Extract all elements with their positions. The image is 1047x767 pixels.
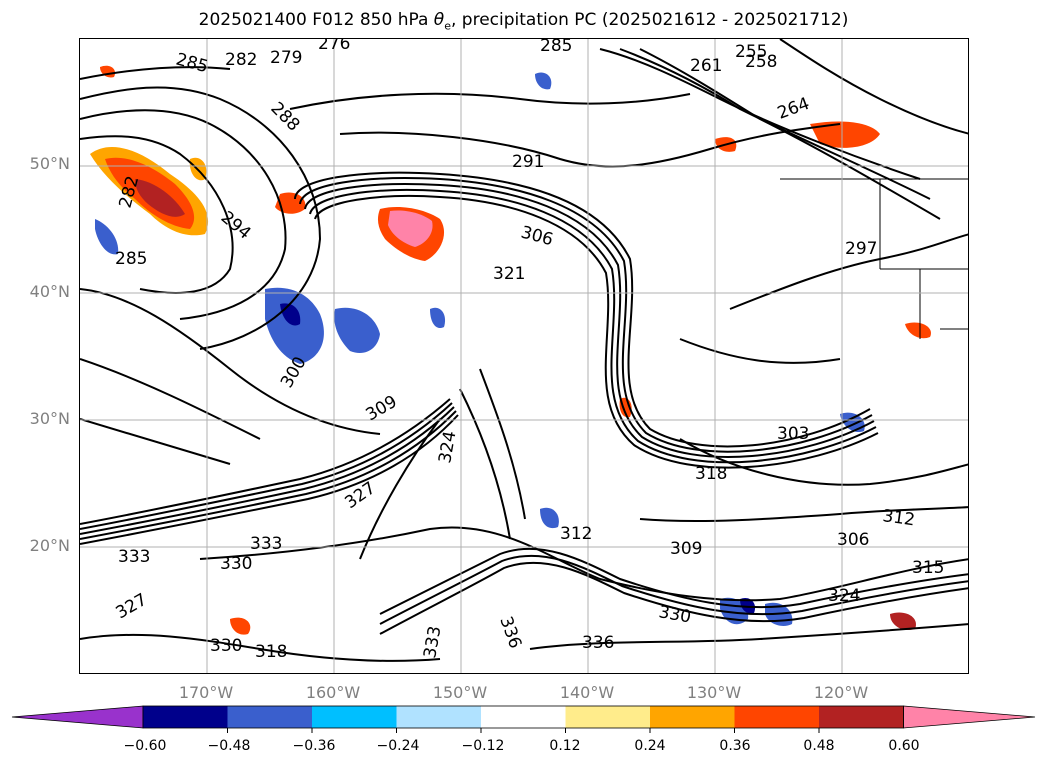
contour-label: 264 (775, 94, 812, 124)
contour-label: 318 (255, 642, 287, 662)
contour-label: 327 (341, 478, 379, 513)
lon-label: 150°W (432, 683, 488, 702)
contour-label: 285 (115, 249, 147, 269)
contour-label: 330 (210, 636, 242, 656)
colorbar-segment (143, 706, 228, 728)
map-panel[interactable]: 285 282 279 276 285 255 261 258 264 291 … (79, 38, 969, 674)
contour-label: 306 (837, 530, 869, 550)
colorbar-segment (734, 706, 819, 728)
contour-label: 255 (735, 42, 767, 62)
contour-label: 303 (777, 424, 809, 444)
contour-label: 288 (266, 98, 303, 135)
contour-label: 258 (745, 52, 777, 72)
precipitation-shading (90, 65, 931, 635)
colorbar-extend-max (903, 705, 1036, 729)
colorbar-tick: −0.36 (292, 738, 336, 754)
colorbar-outline (142, 705, 904, 729)
colorbar-segment (481, 706, 566, 728)
contour-label: 276 (318, 39, 350, 54)
contour-label: 285 (540, 39, 572, 56)
colorbar-tick: −0.12 (461, 738, 505, 754)
lat-label: 40°N (29, 282, 70, 301)
contour-label: 333 (250, 534, 282, 554)
colorbar-tick: 0.24 (634, 738, 666, 754)
colorbar-tick: 0.48 (803, 738, 835, 754)
contour-label: 312 (881, 506, 916, 530)
contour-label: 324 (435, 429, 460, 464)
colorbar-tick: 0.36 (719, 738, 751, 754)
map-canvas: 285 282 279 276 285 255 261 258 264 291 … (80, 39, 968, 673)
lat-label: 30°N (29, 409, 70, 428)
chart-title: 2025021400 F012 850 hPa θe, precipitatio… (198, 10, 849, 33)
colorbar (11, 705, 1036, 733)
contour-label: 294 (217, 208, 255, 244)
contour-label: 279 (270, 48, 302, 68)
contour-label: 291 (512, 152, 544, 172)
contour-label: 306 (519, 223, 556, 251)
contour-label: 285 (174, 50, 211, 78)
colorbar-tick: −0.60 (123, 738, 167, 754)
contour-label: 327 (113, 590, 151, 624)
contour-label: 261 (690, 56, 722, 76)
contour-label: 282 (225, 50, 257, 70)
colorbar-segment (565, 706, 650, 728)
contour-label: 330 (657, 602, 692, 627)
lon-label: 120°W (813, 683, 869, 702)
colorbar-segment (227, 706, 312, 728)
lon-label: 130°W (686, 683, 742, 702)
lat-label: 20°N (29, 536, 70, 555)
contour-label: 312 (560, 524, 592, 544)
contour-label: 336 (495, 614, 525, 651)
colorbar-tick: −0.24 (376, 738, 420, 754)
colorbar-tick: 0.60 (888, 738, 920, 754)
contour-label: 309 (670, 539, 702, 559)
contour-label: 318 (695, 464, 727, 484)
colorbar-segment (312, 706, 397, 728)
contour-label: 297 (845, 239, 877, 259)
lon-label: 140°W (559, 683, 615, 702)
contour-label: 336 (582, 633, 614, 653)
lat-label: 50°N (29, 154, 70, 173)
lon-label: 160°W (305, 683, 361, 702)
contour-label: 315 (912, 558, 944, 578)
contour-label: 321 (493, 264, 525, 284)
colorbar-segment (650, 706, 735, 728)
contour-label: 333 (420, 624, 445, 659)
contour-label: 330 (220, 554, 252, 574)
contour-label: 324 (828, 586, 860, 606)
colorbar-tick: −0.48 (207, 738, 251, 754)
colorbar-segment (396, 706, 481, 728)
lon-label: 170°W (178, 683, 234, 702)
graticule (80, 39, 968, 673)
colorbar-tick: 0.12 (549, 738, 581, 754)
borders (780, 178, 968, 339)
colorbar-segment (819, 706, 904, 728)
contour-label: 333 (118, 547, 150, 567)
colorbar-extend-min (11, 705, 144, 729)
